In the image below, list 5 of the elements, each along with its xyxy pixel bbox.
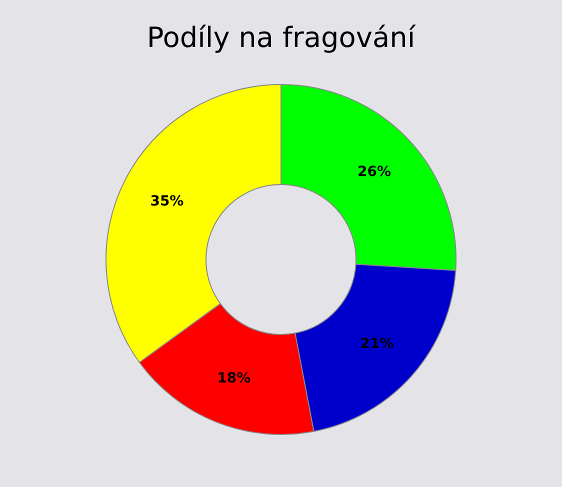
data-label: 18% — [217, 370, 251, 387]
data-label: 35% — [150, 193, 184, 210]
data-label: 21% — [360, 336, 394, 352]
chart-title: Podíly na fragování — [146, 21, 416, 54]
data-label: 26% — [358, 164, 392, 180]
